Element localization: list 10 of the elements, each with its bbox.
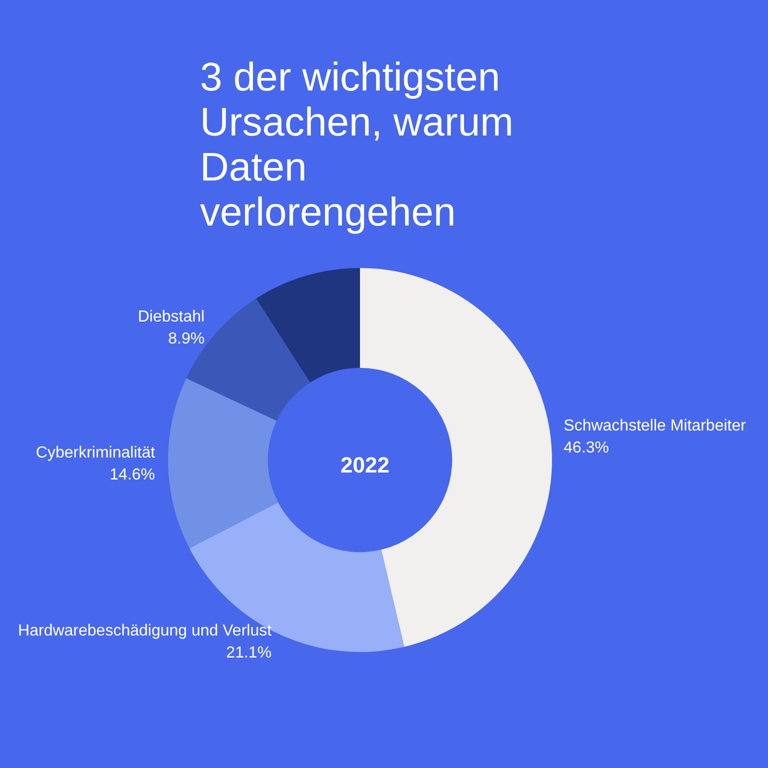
data-label: 21.1%	[226, 644, 272, 662]
slice-label: Diebstahl	[138, 308, 205, 326]
chart-title: 3 der wichtigsten Ursachen, warum Daten verlorengehen	[200, 56, 525, 234]
text: 2022	[340, 452, 390, 478]
slice-label: Cyberkriminalität	[36, 444, 156, 462]
data-label: 8.9%	[168, 330, 205, 348]
data-label: 46.3%	[564, 439, 610, 456]
slice-label: Hardwarebeschädigung und Verlust	[18, 622, 272, 640]
slice-label: Schwachstelle Mitarbeiter	[564, 417, 747, 434]
data-label: 14.6%	[110, 466, 156, 484]
